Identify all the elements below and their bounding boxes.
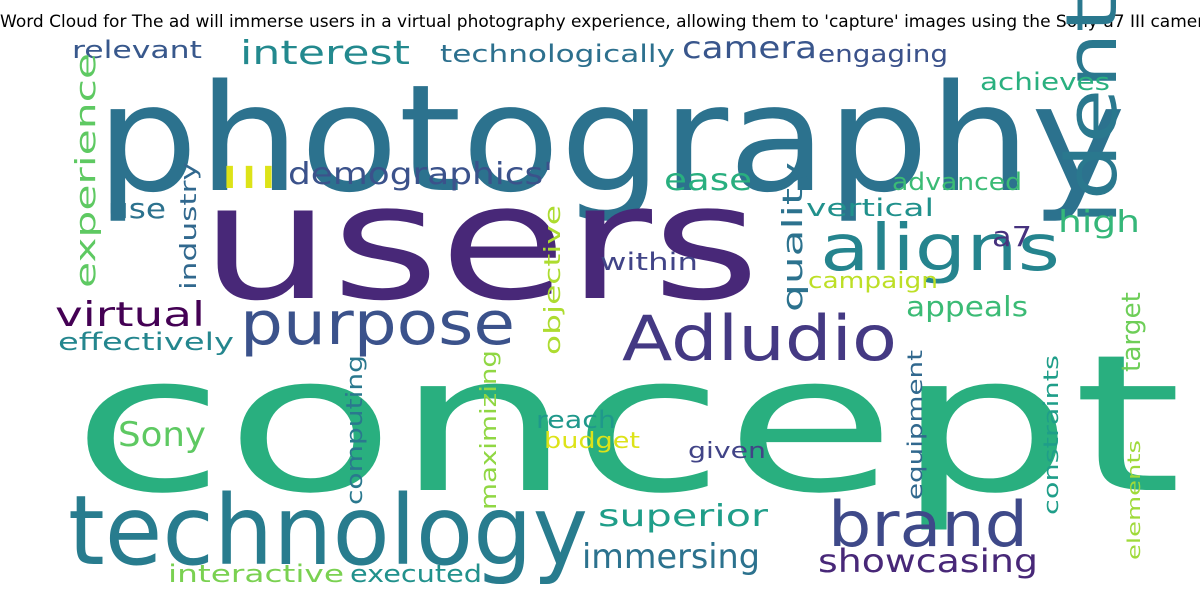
word-within: within — [600, 248, 698, 276]
word-target: target — [1117, 292, 1147, 372]
word-users: users — [200, 149, 760, 336]
word-sony: Sony — [118, 415, 206, 455]
word-engaging: engaging — [818, 40, 948, 68]
word-advanced: advanced — [892, 168, 1022, 196]
word-executed: executed — [350, 560, 482, 588]
word-industry: industry — [177, 162, 202, 290]
word-vertical: vertical — [806, 194, 934, 222]
word-achieves: achieves — [980, 68, 1110, 96]
word-camera: camera — [682, 31, 817, 66]
word-immersing: immersing — [582, 537, 760, 577]
word-use: use — [108, 192, 166, 225]
word-objective: objective — [541, 205, 566, 355]
word-elements: elements — [1124, 440, 1145, 560]
word-given: given — [688, 439, 766, 464]
word-concept: concept — [72, 314, 1182, 535]
word-purpose: purpose — [240, 289, 515, 359]
word-a7: a7 — [992, 220, 1032, 253]
word-brand: brand — [828, 488, 1028, 561]
word-demographics: demographics' — [288, 157, 553, 192]
word-relevant: relevant — [72, 36, 202, 64]
word-appeals: appeals — [906, 290, 1028, 323]
word-high: high — [1058, 205, 1140, 240]
word-experience: experience — [69, 53, 102, 288]
chart-title: Word Cloud for The ad will immerse users… — [0, 12, 1200, 32]
word-interactive: interactive — [168, 560, 344, 588]
word-budget: budget — [544, 429, 640, 454]
word-ease: ease — [664, 163, 752, 198]
word-identity: identity — [1051, 0, 1133, 225]
word-showcasing: showcasing — [818, 542, 1038, 580]
word-quality: quality — [776, 162, 809, 312]
word-equipment: equipment — [903, 350, 927, 500]
word-aligns: aligns — [820, 212, 1060, 286]
word-constraints: constraints — [1039, 355, 1063, 515]
word-adludio: Adludio — [622, 302, 897, 375]
word-technologically: technologically — [440, 40, 675, 68]
word-technology: technology — [68, 475, 588, 587]
word-photography: photography — [96, 53, 1126, 225]
word-computing: computing — [343, 355, 368, 505]
word-maximizing: maximizing — [477, 350, 502, 510]
word-reach: reach — [536, 406, 616, 434]
word-superior: superior — [598, 499, 769, 534]
word-campaign: campaign — [808, 269, 938, 294]
word-interest: interest — [240, 33, 410, 72]
word-effectively: effectively — [58, 328, 234, 356]
word-virtual: virtual — [55, 295, 205, 335]
word-iii: III — [220, 161, 278, 196]
